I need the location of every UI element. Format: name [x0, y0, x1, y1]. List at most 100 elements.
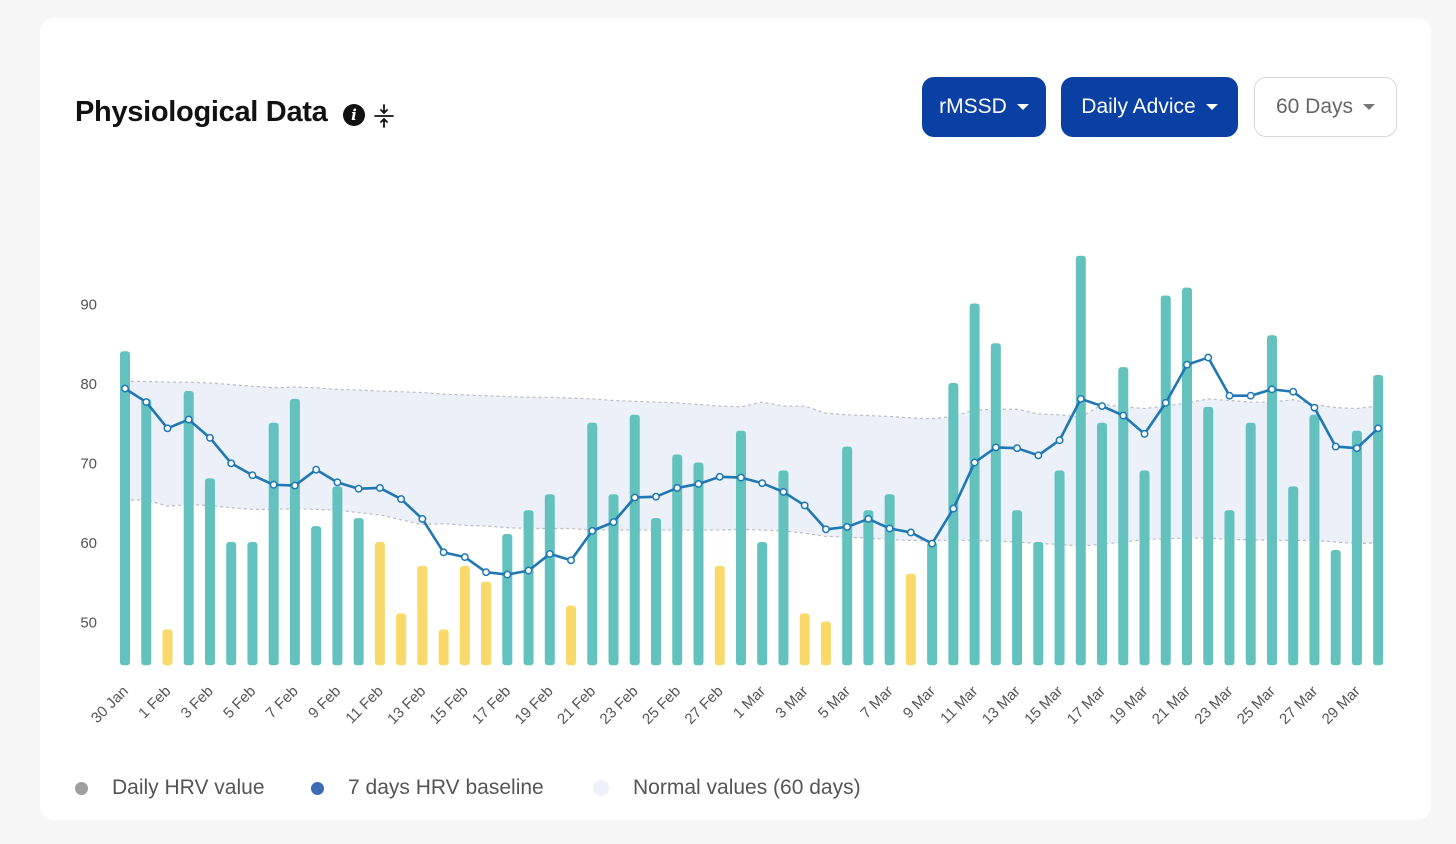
hrv-bar: [1182, 287, 1192, 666]
metric-dropdown-label: rMSSD: [939, 95, 1007, 118]
hrv-bar: [1266, 335, 1277, 666]
baseline-point: [460, 553, 469, 562]
x-tick-label: 19 Mar: [1106, 683, 1151, 728]
x-tick-label: 13 Feb: [384, 683, 429, 728]
x-tick-label: 30 Jan: [88, 683, 132, 727]
hrv-bar: [799, 613, 810, 666]
baseline-point: [843, 522, 852, 531]
baseline-point: [227, 459, 236, 468]
normal-values-band: [125, 381, 1379, 546]
x-tick-label: 23 Mar: [1191, 683, 1236, 728]
x-tick-label: 21 Feb: [554, 683, 599, 728]
hrv-bar: [183, 390, 194, 666]
baseline-point: [758, 479, 767, 488]
collapse-vertical-icon[interactable]: [373, 103, 395, 129]
hrv-bar: [969, 303, 980, 666]
hrv-bar: [587, 422, 598, 666]
hrv-bar: [1012, 510, 1023, 666]
baseline-point: [821, 525, 830, 534]
baseline-point: [1310, 403, 1319, 412]
page-title: Physiological Data: [75, 96, 328, 128]
legend-normal-values[interactable]: Normal values (60 days): [593, 776, 861, 800]
advice-dropdown-button[interactable]: Daily Advice: [1061, 77, 1238, 137]
hrv-bar: [289, 398, 300, 666]
hrv-bar: [268, 422, 279, 666]
x-tick-label: 3 Feb: [178, 683, 217, 722]
baseline-point: [673, 483, 682, 492]
hrv-bar: [1160, 295, 1171, 666]
baseline-point: [121, 384, 129, 393]
x-tick-label: 9 Mar: [900, 683, 939, 722]
x-tick-label: 25 Mar: [1234, 683, 1279, 728]
baseline-point: [375, 483, 384, 492]
baseline-point: [1246, 391, 1255, 400]
x-tick-label: 27 Feb: [682, 683, 727, 728]
hrv-bar: [927, 542, 938, 666]
hrv-bar: [120, 351, 130, 666]
baseline-point: [184, 415, 193, 424]
legend-dot-icon: [311, 781, 324, 795]
hrv-bar: [1118, 367, 1129, 666]
hrv-bar: [629, 414, 640, 666]
baseline-point: [163, 424, 172, 433]
hrv-bar: [162, 629, 173, 666]
chevron-down-icon: [1016, 104, 1029, 110]
hrv-bar: [820, 621, 831, 666]
x-tick-label: 9 Feb: [305, 683, 344, 722]
baseline-line: [124, 356, 1380, 576]
baseline-point: [588, 526, 597, 535]
hrv-bar: [905, 573, 916, 666]
baseline-point: [1161, 398, 1170, 407]
hrv-bar: [693, 462, 704, 666]
hrv-bar: [1097, 422, 1108, 666]
info-icon[interactable]: i: [343, 104, 365, 126]
baseline-point: [928, 539, 937, 548]
baseline-point: [142, 398, 151, 407]
hrv-bar: [651, 518, 661, 666]
hrv-bar: [608, 494, 619, 666]
hrv-bar: [417, 565, 428, 666]
baseline-point: [1289, 387, 1298, 396]
baseline-point: [545, 549, 554, 558]
x-tick-label: 15 Mar: [1021, 683, 1066, 728]
hrv-bar: [311, 526, 322, 666]
hrv-bar: [735, 430, 746, 666]
baseline-point: [312, 465, 321, 474]
hrv-bar: [438, 629, 449, 666]
x-tick-label: 29 Mar: [1319, 683, 1364, 728]
y-tick-label: 90: [80, 297, 97, 314]
legend-baseline[interactable]: 7 days HRV baseline: [311, 776, 544, 800]
baseline-point: [885, 524, 894, 533]
baseline-point: [1268, 385, 1276, 394]
hrv-bar: [544, 494, 555, 666]
baseline-point: [906, 528, 915, 537]
hrv-bar: [1054, 470, 1065, 666]
hrv-bar: [884, 494, 895, 666]
hrv-bar: [842, 446, 853, 666]
legend-label: Normal values (60 days): [633, 776, 861, 799]
baseline-point: [482, 568, 491, 577]
baseline-point: [779, 487, 788, 496]
baseline-point: [524, 566, 533, 575]
baseline-point: [864, 514, 873, 523]
hrv-bar: [1330, 549, 1341, 666]
hrv-bar: [1288, 486, 1299, 666]
baseline-point: [1076, 394, 1085, 403]
legend-daily-hrv[interactable]: Daily HRV value: [75, 776, 265, 800]
metric-dropdown-button[interactable]: rMSSD: [922, 77, 1046, 137]
baseline-point: [991, 443, 1000, 452]
x-tick-label: 27 Mar: [1276, 683, 1321, 728]
range-dropdown-button[interactable]: 60 Days: [1254, 77, 1397, 137]
baseline-point: [503, 570, 512, 579]
hrv-bar: [1245, 422, 1256, 666]
x-tick-label: 21 Mar: [1149, 683, 1194, 728]
baseline-point: [800, 501, 809, 510]
baseline-point: [609, 518, 618, 527]
baseline-point: [248, 471, 257, 480]
hrv-bar: [523, 510, 534, 666]
hrv-bar: [332, 486, 343, 666]
x-tick-label: 5 Mar: [815, 683, 854, 722]
baseline-point: [354, 484, 363, 493]
hrv-bar: [990, 343, 1001, 666]
y-tick-label: 50: [80, 615, 97, 632]
